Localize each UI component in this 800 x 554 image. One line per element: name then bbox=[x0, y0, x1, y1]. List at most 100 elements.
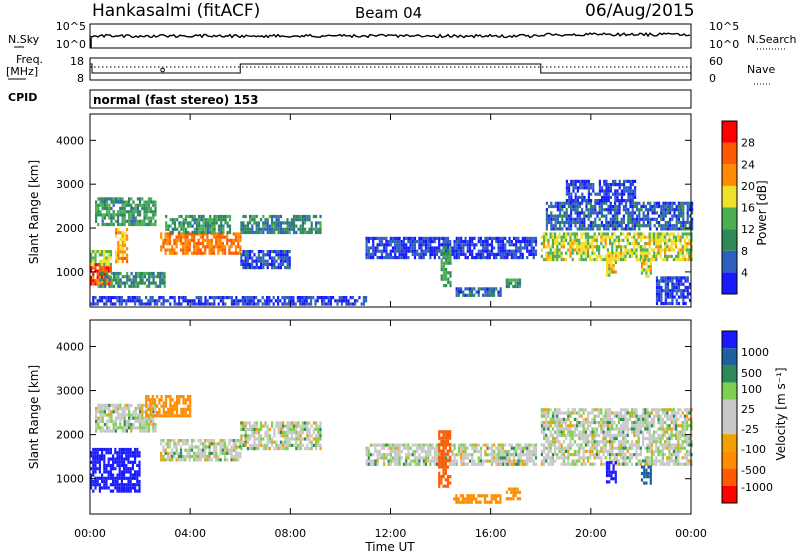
echo-cell bbox=[162, 242, 165, 246]
echo-cell bbox=[635, 251, 638, 255]
echo-cell bbox=[565, 227, 568, 231]
echo-cell bbox=[279, 434, 282, 438]
echo-cell bbox=[143, 222, 146, 227]
echo-cell bbox=[508, 453, 511, 457]
echo-cell bbox=[581, 186, 584, 190]
echo-cell bbox=[466, 287, 469, 291]
echo-cell bbox=[129, 454, 132, 458]
echo-cell bbox=[391, 249, 395, 253]
echo-cell bbox=[584, 449, 587, 453]
echo-cell bbox=[532, 240, 535, 244]
echo-cell bbox=[319, 230, 322, 235]
echo-cell bbox=[605, 270, 609, 274]
echo-cell bbox=[517, 249, 520, 253]
echo-cell bbox=[402, 249, 406, 253]
echo-cell bbox=[453, 256, 456, 260]
echo-cell bbox=[240, 447, 243, 451]
echo-cell bbox=[413, 456, 417, 460]
echo-cell bbox=[540, 459, 543, 463]
echo-cell bbox=[540, 427, 543, 431]
echo-cell bbox=[139, 281, 142, 285]
echo-cell bbox=[209, 221, 212, 225]
echo-cell bbox=[117, 413, 120, 417]
echo-cell bbox=[627, 220, 630, 225]
echo-cell bbox=[453, 243, 456, 247]
echo-cell bbox=[308, 227, 311, 231]
echo-cell bbox=[145, 426, 148, 430]
echo-cell bbox=[129, 489, 132, 493]
echo-cell bbox=[471, 243, 474, 247]
echo-cell bbox=[323, 302, 326, 306]
echo-cell bbox=[449, 433, 452, 437]
echo-cell bbox=[105, 250, 108, 254]
echo-cell bbox=[103, 463, 106, 468]
echo-cell bbox=[251, 262, 254, 266]
echo-cell bbox=[563, 211, 566, 215]
echo-cell bbox=[184, 414, 187, 418]
echo-cell bbox=[242, 434, 245, 438]
echo-cell bbox=[407, 249, 410, 253]
echo-cell bbox=[534, 449, 538, 454]
echo-cell bbox=[389, 456, 392, 460]
echo-cell bbox=[598, 189, 601, 193]
echo-cell bbox=[277, 256, 280, 260]
echo-cell bbox=[556, 414, 559, 418]
echo-cell bbox=[272, 296, 275, 300]
echo-cell bbox=[264, 443, 267, 447]
echo-cell bbox=[101, 454, 104, 458]
echo-cell bbox=[282, 424, 285, 428]
echo-cell bbox=[239, 451, 242, 455]
echo-cell bbox=[150, 206, 153, 211]
echo-cell bbox=[175, 442, 178, 446]
echo-cell bbox=[98, 259, 101, 263]
echo-cell bbox=[367, 246, 370, 250]
echo-cell bbox=[614, 189, 617, 193]
echo-cell bbox=[457, 256, 461, 260]
echo-cell bbox=[315, 447, 318, 451]
echo-cell bbox=[431, 246, 434, 250]
echo-cell bbox=[440, 252, 443, 256]
echo-cell bbox=[232, 448, 235, 452]
echo-cell bbox=[545, 456, 548, 460]
echo-cell bbox=[647, 220, 650, 225]
echo-cell bbox=[141, 203, 144, 207]
echo-cell bbox=[398, 459, 401, 463]
echo-cell bbox=[601, 195, 604, 199]
echo-cell bbox=[301, 299, 304, 303]
echo-cell bbox=[301, 296, 304, 300]
echo-cell bbox=[508, 249, 511, 253]
echo-cell bbox=[167, 224, 170, 228]
echo-cell bbox=[532, 459, 535, 463]
echo-cell bbox=[643, 261, 646, 266]
echo-cell bbox=[565, 183, 568, 187]
echo-cell bbox=[608, 267, 611, 271]
echo-cell bbox=[226, 296, 229, 300]
echo-cell bbox=[137, 271, 140, 276]
echo-cell bbox=[490, 240, 494, 244]
echo-cell bbox=[367, 240, 370, 244]
echo-cell bbox=[512, 449, 516, 454]
echo-cell bbox=[246, 224, 249, 228]
echo-cell bbox=[461, 494, 465, 498]
echo-cell bbox=[195, 224, 199, 228]
echo-cell bbox=[306, 434, 309, 438]
echo-cell bbox=[166, 458, 169, 462]
echo-cell bbox=[449, 240, 452, 244]
echo-cell bbox=[121, 426, 124, 430]
echo-cell bbox=[551, 440, 554, 444]
echo-cell bbox=[589, 204, 592, 209]
echo-cell bbox=[260, 266, 263, 270]
echo-cell bbox=[573, 408, 576, 412]
echo-cell bbox=[567, 214, 570, 218]
echo-cell bbox=[615, 238, 618, 242]
echo-cell bbox=[560, 462, 563, 466]
echo-cell bbox=[129, 447, 132, 452]
echo-cell bbox=[199, 448, 202, 452]
echo-cell bbox=[208, 455, 211, 459]
echo-cell bbox=[610, 267, 613, 271]
echo-cell bbox=[680, 279, 683, 283]
echo-cell bbox=[659, 232, 662, 236]
echo-cell bbox=[98, 282, 101, 286]
echo-cell bbox=[145, 401, 148, 405]
echo-cell bbox=[642, 251, 645, 255]
